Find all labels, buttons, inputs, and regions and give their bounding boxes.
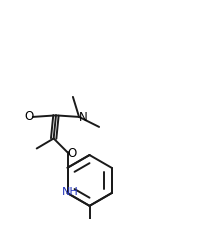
Text: O: O xyxy=(24,110,34,123)
Text: NH: NH xyxy=(62,187,79,197)
Text: O: O xyxy=(67,147,77,160)
Text: N: N xyxy=(79,111,87,124)
